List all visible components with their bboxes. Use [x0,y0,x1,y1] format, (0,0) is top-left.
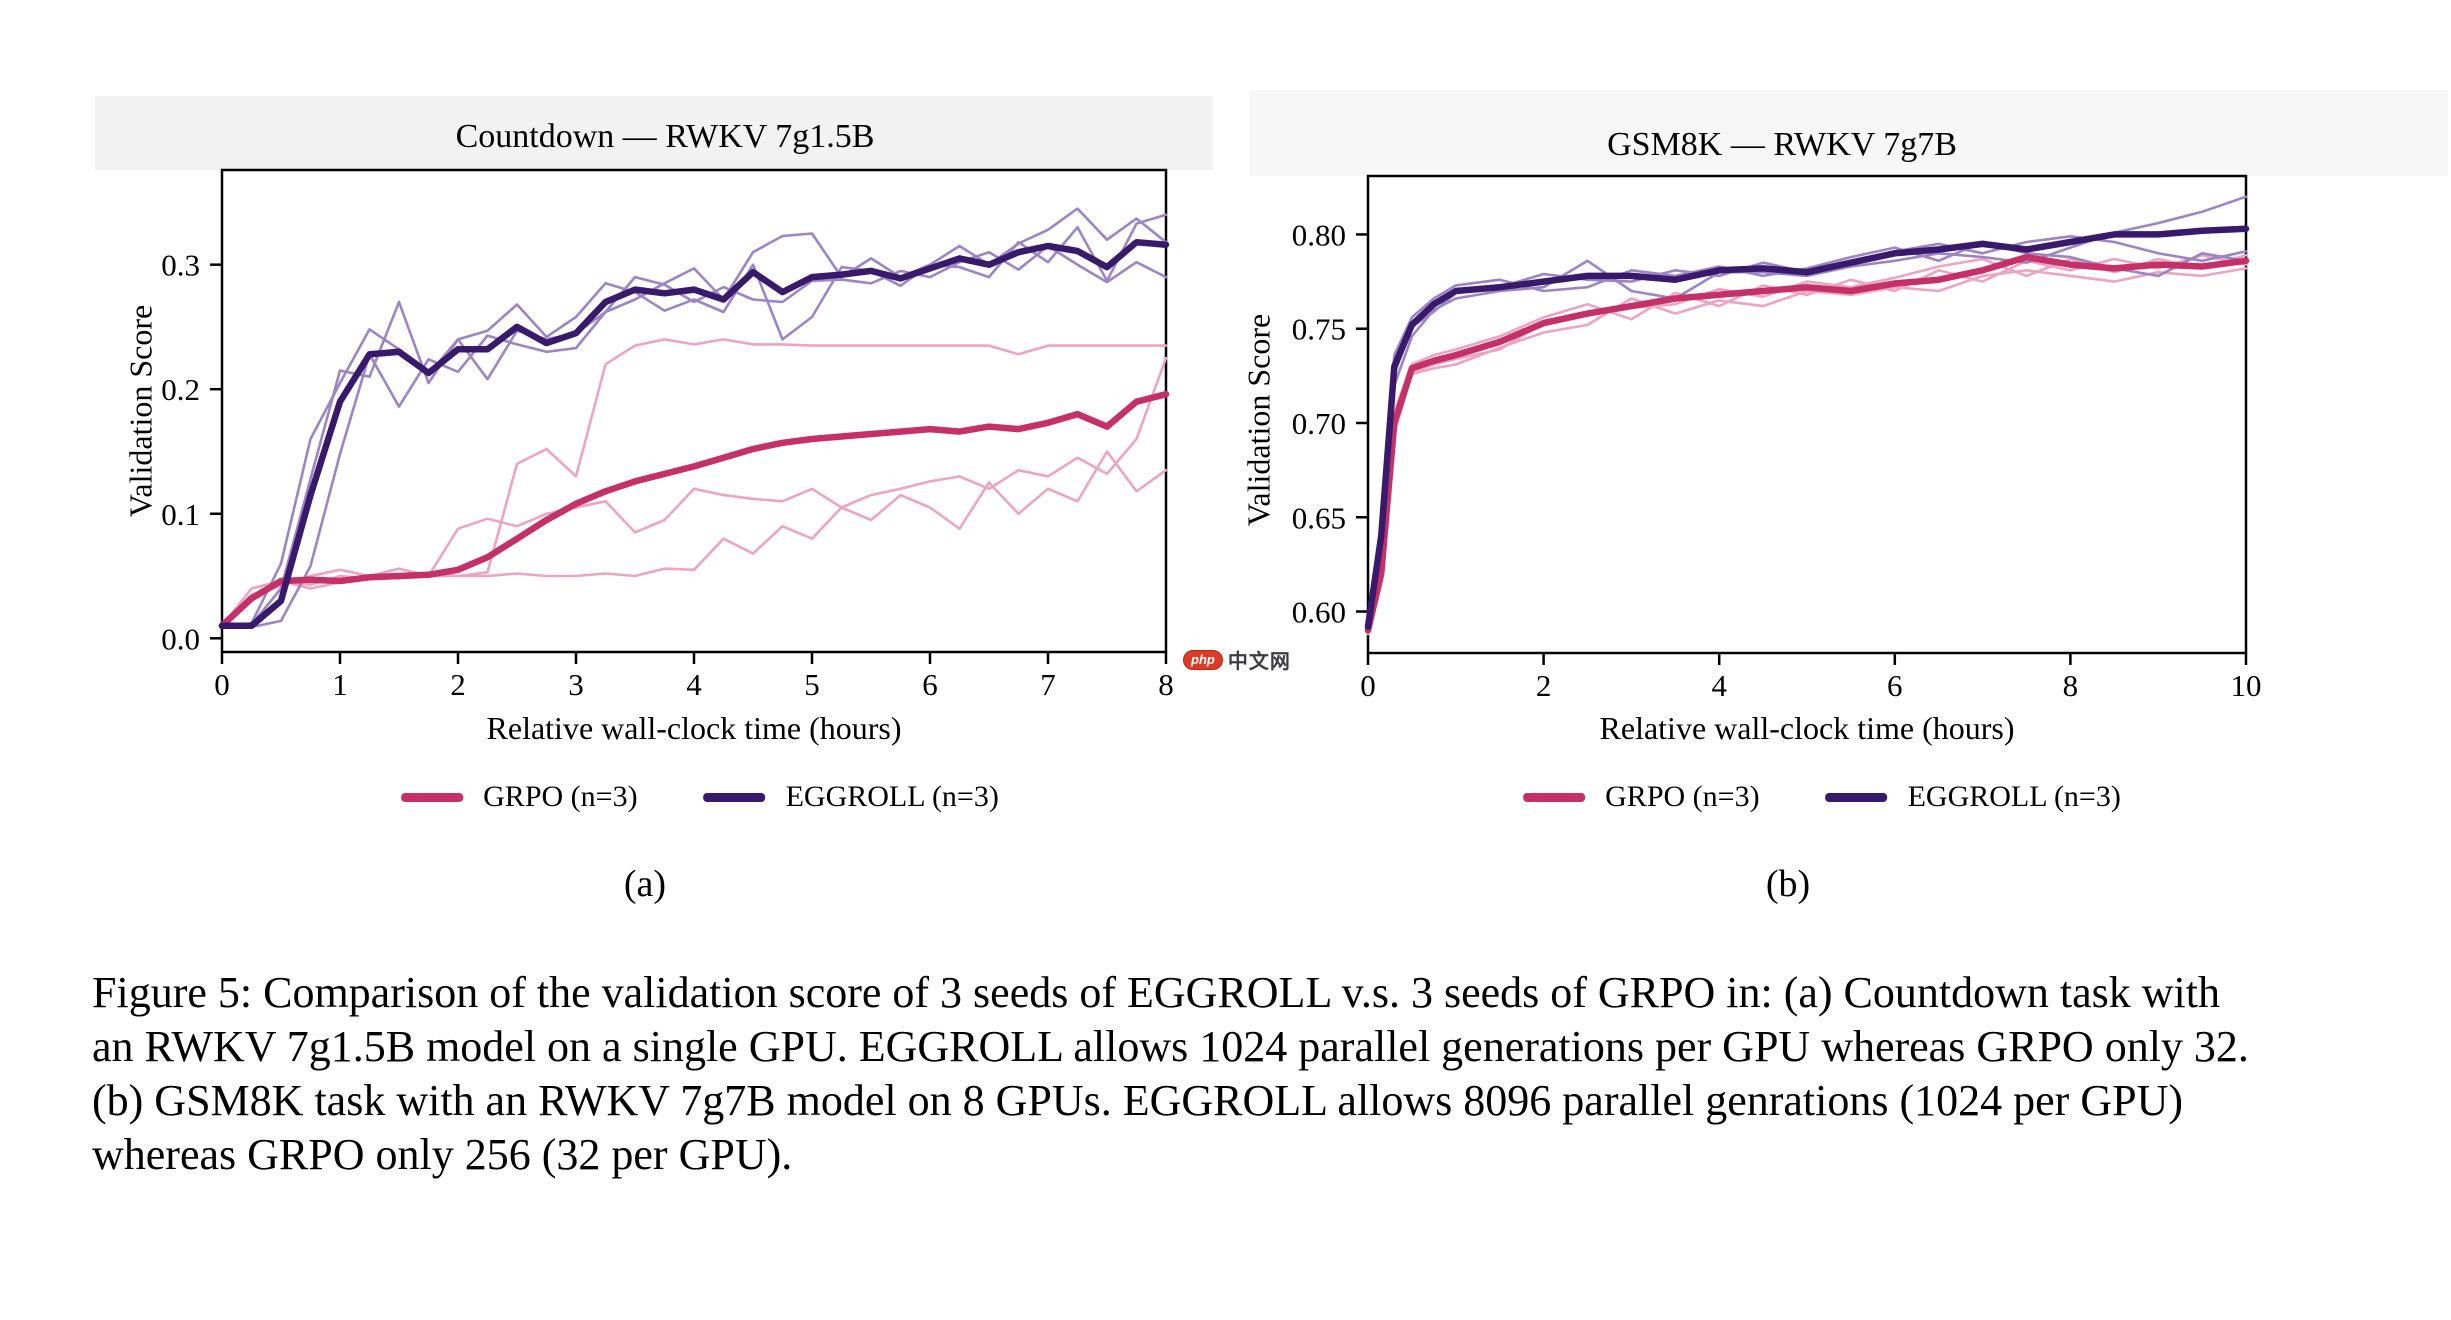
plot-area-b [1366,174,2248,655]
grpo-line-swatch [1523,792,1586,802]
x-tick-label: 4 [1711,668,1727,703]
legend-item-grpo: GRPO (n=3) [1523,780,1760,814]
legend-label-grpo: GRPO (n=3) [1605,780,1760,813]
x-tick-label: 0 [1360,668,1376,703]
series-grpo-n-3- [218,390,1170,630]
legend-label-grpo: GRPO (n=3) [483,780,638,813]
eggroll-line-swatch [1825,792,1888,802]
x-tick-label: 2 [450,667,466,702]
grpo-line-swatch [401,792,464,802]
chart-b-legend: GRPO (n=3) EGGROLL (n=3) [1523,780,2121,814]
series-grpo-seed-1 [1366,267,2248,636]
eggroll-line-swatch [703,792,766,802]
x-tick-label: 2 [1536,668,1552,703]
caption-line: whereas GRPO only 256 (32 per GPU). [92,1130,793,1179]
watermark: php 中文网 [1183,645,1291,674]
caption-line: (b) GSM8K task with an RWKV 7g7B model o… [92,1076,2184,1125]
chart-b-ylabel: Validation Score [1240,313,1277,527]
y-tick-label: 0.0 [161,621,200,656]
figure-a-panel-tint [95,96,1213,170]
x-tick-label: 10 [2231,668,2262,703]
chart-a-legend: GRPO (n=3) EGGROLL (n=3) [401,780,999,814]
y-tick-label: 0.1 [161,497,200,532]
figure-caption: Figure 5: Comparison of the validation s… [92,966,2249,1182]
x-tick-label: 0 [214,667,230,702]
x-tick-label: 3 [568,667,584,702]
legend-item-grpo: GRPO (n=3) [401,780,638,814]
php-badge-icon: php [1183,649,1223,670]
legend-item-eggroll: EGGROLL (n=3) [703,780,999,814]
chart-b-xlabel: Relative wall-clock time (hours) [1599,710,2015,746]
subfigure-a-label: (a) [623,863,667,905]
chart-a-xlabel: Relative wall-clock time (hours) [486,710,902,746]
x-tick-label: 1 [332,667,348,702]
y-tick-label: 0.75 [1292,312,1346,347]
y-tick-label: 0.65 [1292,500,1346,535]
series-grpo-seed-2 [220,356,1168,625]
figure-b-panel-tint [1250,90,2448,176]
chart-a-title: Countdown — RWKV 7g1.5B [455,118,875,155]
x-tick-label: 4 [686,667,702,702]
legend-label-eggroll: EGGROLL (n=3) [785,780,999,813]
x-tick-label: 5 [804,667,820,702]
series-eggroll-n-3- [1364,225,2250,630]
caption-line: an RWKV 7g1.5B model on a single GPU. EG… [92,1022,2249,1071]
chart-b-title: GSM8K — RWKV 7g7B [1607,126,1957,163]
series-eggroll-seed-2 [220,244,1168,629]
y-tick-label: 0.2 [161,372,200,407]
watermark-text: 中文网 [1227,649,1291,673]
y-tick-label: 0.60 [1292,595,1346,630]
series-grpo-n-3- [1364,253,2250,634]
x-tick-label: 8 [2063,668,2079,703]
y-tick-label: 0.3 [161,248,200,283]
caption-line: Figure 5: Comparison of the validation s… [92,968,2221,1017]
y-tick-label: 0.70 [1292,406,1346,441]
x-tick-label: 6 [1887,668,1903,703]
x-tick-label: 6 [922,667,938,702]
x-tick-label: 8 [1158,667,1174,702]
legend-label-eggroll: EGGROLL (n=3) [1907,780,2121,813]
y-tick-label: 0.80 [1292,217,1346,252]
legend-item-eggroll: EGGROLL (n=3) [1825,780,2121,814]
series-eggroll-n-3- [218,238,1170,630]
subfigure-b-label: (b) [1765,863,1811,905]
chart-a-ylabel: Validation Score [122,304,159,518]
x-tick-label: 7 [1040,667,1056,702]
